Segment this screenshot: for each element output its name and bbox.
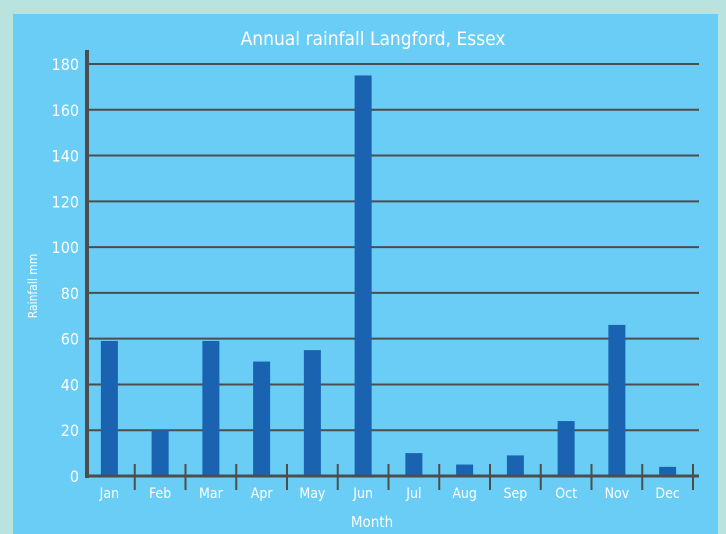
x-tick-label: Jun <box>352 486 373 502</box>
x-tick-label: Jul <box>405 486 421 502</box>
x-tick-label: Aug <box>452 486 477 502</box>
bar-jun <box>354 75 372 476</box>
axes <box>85 50 699 490</box>
x-tick-labels: Jan Feb Mar Apr May Jun Jul Aug Sep Oct Nov Dec <box>99 486 680 502</box>
y-axis-label: Rainfall mm <box>26 254 40 319</box>
y-tick-label: 40 <box>61 375 79 394</box>
y-tick-label: 120 <box>52 192 79 211</box>
x-tick-label: Oct <box>555 486 577 502</box>
x-axis-label: Month <box>351 513 393 531</box>
y-tick-label: 60 <box>61 330 79 349</box>
x-tick-label: Mar <box>199 486 224 502</box>
bar-nov <box>608 324 626 476</box>
x-tick-label: Jan <box>99 486 119 502</box>
bars <box>100 75 677 476</box>
y-tick-label: 20 <box>61 421 79 440</box>
bar-apr <box>253 361 271 476</box>
y-tick-label: 160 <box>52 101 79 120</box>
y-tick-label: 0 <box>70 467 79 486</box>
x-tick-label: Sep <box>504 486 528 502</box>
x-tick-label: Feb <box>149 486 171 502</box>
chart-panel: Annual rainfall Langford, Essex 0 20 40 60 8… <box>13 14 718 534</box>
chart-title: Annual rainfall Langford, Essex <box>241 28 506 50</box>
bar-oct <box>557 421 575 476</box>
bar-feb <box>151 430 169 476</box>
x-tick-label: May <box>299 486 326 502</box>
x-tick-label: Apr <box>251 486 274 502</box>
bar-jul <box>405 453 423 476</box>
x-tick-label: Dec <box>655 486 679 502</box>
bar-aug <box>456 464 474 476</box>
y-tick-label: 100 <box>52 238 79 257</box>
bar-dec <box>659 466 677 476</box>
y-tick-labels: 0 20 40 60 80 100 120 140 160 180 <box>52 55 79 486</box>
x-tick-label: Nov <box>605 486 630 502</box>
y-tick-label: 80 <box>61 284 79 303</box>
y-tick-label: 140 <box>52 147 79 166</box>
bar-may <box>303 350 321 476</box>
chart: Annual rainfall Langford, Essex 0 20 40 60 8… <box>26 28 699 531</box>
y-tick-label: 180 <box>52 55 79 74</box>
bar-sep <box>506 455 524 476</box>
bar-jan <box>100 340 118 476</box>
grid-lines <box>87 63 699 432</box>
bar-mar <box>202 340 220 476</box>
